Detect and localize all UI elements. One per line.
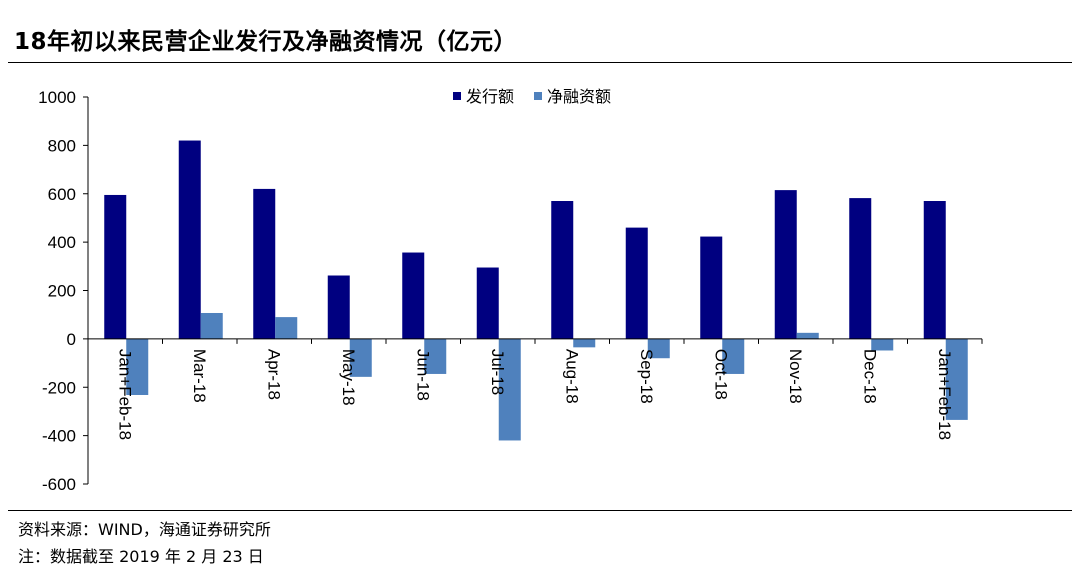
bar-net-financing xyxy=(871,338,894,351)
x-category-label: Oct-18 xyxy=(711,349,730,400)
bar-issuance xyxy=(923,201,946,339)
bar-issuance xyxy=(402,252,425,339)
bar-issuance xyxy=(774,190,797,339)
y-tick-label: -600 xyxy=(42,475,76,494)
y-tick-label: 800 xyxy=(48,136,76,155)
bar-net-financing xyxy=(722,338,745,374)
x-category-label: Nov-18 xyxy=(786,349,805,404)
bar-issuance xyxy=(104,194,127,339)
bar-issuance xyxy=(253,188,276,339)
chart-title: 18年初以来民营企业发行及净融资情况（亿元） xyxy=(14,29,518,55)
x-category-label: Jan+Feb-18 xyxy=(935,349,954,440)
x-category-label: Dec-18 xyxy=(860,349,879,404)
y-tick-label: 0 xyxy=(67,330,76,349)
y-tick-label: 400 xyxy=(48,233,76,252)
bar-net-financing xyxy=(573,338,596,348)
bar-issuance xyxy=(327,275,350,339)
bar-issuance xyxy=(849,198,872,339)
bar-issuance xyxy=(700,236,723,339)
bar-net-financing xyxy=(498,338,521,441)
bar-net-financing xyxy=(647,338,670,359)
x-category-label: Jan+Feb-18 xyxy=(115,349,134,440)
title-rule xyxy=(8,62,1072,63)
bar-net-financing xyxy=(200,312,223,339)
bar-net-financing xyxy=(126,338,149,395)
bar-net-financing xyxy=(275,317,298,339)
x-category-label: May-18 xyxy=(339,349,358,406)
bar-chart: 1000 800 600 400 200 0 -200 -400 -600 Jan+Feb-18 M… xyxy=(38,87,983,494)
bar-net-financing xyxy=(945,338,968,420)
x-category-label: Jun-18 xyxy=(413,349,432,401)
bar-issuance xyxy=(178,140,201,339)
y-tick-label: -400 xyxy=(42,427,76,446)
y-tick-label: 200 xyxy=(48,282,76,301)
footer-rule xyxy=(8,510,1072,511)
legend-label: 净融资额 xyxy=(547,87,611,106)
bar-issuance xyxy=(476,267,499,339)
bar-issuance xyxy=(551,201,574,339)
x-category-label: Aug-18 xyxy=(562,349,581,404)
x-category-label: Mar-18 xyxy=(190,349,209,403)
source-note: 资料来源：WIND，海通证券研究所 xyxy=(18,520,271,539)
y-tick-label: 1000 xyxy=(38,88,76,107)
date-note: 注：数据截至 2019 年 2 月 23 日 xyxy=(18,547,264,566)
y-tick-label: 600 xyxy=(48,185,76,204)
legend-label: 发行额 xyxy=(466,87,514,106)
bar-net-financing xyxy=(424,338,447,374)
bar-net-financing xyxy=(349,338,372,377)
legend-swatch xyxy=(534,92,542,100)
legend-swatch xyxy=(453,92,461,100)
x-category-label: Apr-18 xyxy=(264,349,283,400)
x-category-label: Jul-18 xyxy=(488,349,507,395)
y-tick-label: -200 xyxy=(42,378,76,397)
bar-net-financing xyxy=(796,332,819,339)
x-category-label: Sep-18 xyxy=(637,349,656,404)
bar-issuance xyxy=(625,227,648,339)
